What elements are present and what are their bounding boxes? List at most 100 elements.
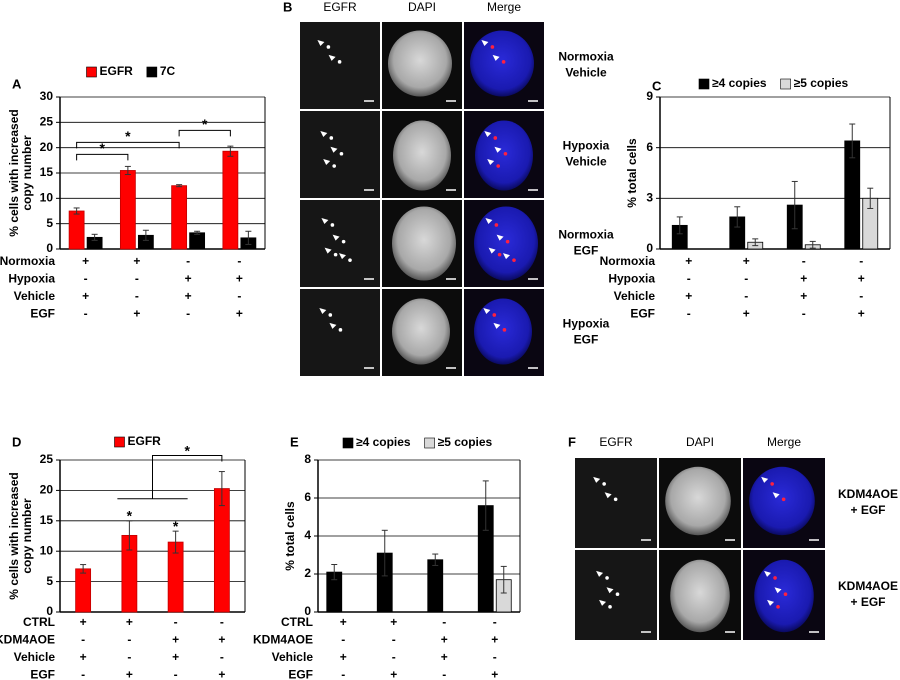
condition-sign: -: [392, 650, 396, 664]
signal-dot: [329, 136, 334, 140]
condition-label: Vehicle: [14, 650, 56, 664]
significance-bracket: *: [117, 442, 223, 500]
legend-label: EGFR: [100, 64, 134, 78]
signal-dot: [770, 482, 774, 486]
legend-swatch: [424, 437, 435, 449]
arrowhead: [596, 570, 604, 577]
error-bar: [482, 480, 489, 531]
arrowhead: [599, 599, 607, 606]
nucleus: [392, 206, 456, 281]
y-tick-label: 3: [646, 191, 653, 205]
arrowhead: [339, 253, 346, 260]
column-header: DAPI: [408, 0, 436, 14]
arrowhead: [496, 234, 504, 241]
condition-sign: -: [127, 633, 131, 647]
condition-sign: -: [493, 615, 497, 629]
row-label: Vehicle: [565, 155, 607, 169]
bar: [75, 568, 92, 613]
error-bar: [331, 564, 338, 581]
signal-dot: [615, 592, 620, 596]
error-bar: [91, 233, 98, 241]
error-bar: [126, 520, 133, 551]
error-bar: [245, 230, 252, 245]
error-bar: [791, 180, 798, 230]
image-bg: [300, 22, 380, 109]
condition-sign: +: [858, 307, 865, 321]
nucleus: [754, 559, 814, 633]
arrowhead: [483, 307, 491, 314]
signal-dot: [503, 151, 508, 156]
bracket-line: [178, 129, 231, 137]
nucleus: [474, 298, 532, 365]
condition-sign: -: [135, 289, 139, 303]
error-bar: [227, 145, 234, 157]
legend-swatch: [698, 78, 710, 90]
arrowhead: [767, 599, 775, 606]
bar: [171, 185, 188, 250]
condition-sign: -: [220, 615, 224, 629]
condition-sign: -: [237, 254, 241, 268]
micrograph: [382, 111, 462, 198]
bar: [222, 150, 239, 250]
signal-dot: [493, 136, 498, 140]
error-bar: [218, 471, 225, 507]
y-tick-label: 0: [46, 241, 53, 255]
condition-sign: +: [172, 633, 179, 647]
signal-dot: [608, 605, 612, 609]
bar: [427, 559, 444, 613]
condition-sign: -: [687, 307, 691, 321]
y-tick-label: 10: [40, 543, 54, 557]
error-bar: [194, 230, 201, 235]
micrograph: [464, 22, 544, 109]
y-tick-label: 6: [304, 490, 311, 504]
nucleus: [470, 30, 534, 97]
bracket-line: [76, 153, 129, 161]
micrograph: [464, 111, 544, 198]
annotation: *: [127, 508, 133, 524]
condition-sign: +: [491, 633, 498, 647]
row-label: Hypoxia: [563, 139, 610, 153]
y-tick-label: 30: [40, 89, 54, 103]
significance-label: *: [202, 116, 208, 132]
legend-label: ≥4 copies: [712, 76, 767, 90]
condition-sign: +: [80, 650, 87, 664]
error-bar: [752, 238, 759, 247]
signal-dot: [330, 223, 335, 227]
nucleus: [392, 298, 450, 365]
signal-dot: [328, 313, 333, 317]
legend-label: EGFR: [128, 434, 162, 448]
error-bar: [172, 530, 179, 554]
condition-label: EGF: [30, 668, 55, 680]
row-label: KDM4AOE: [838, 579, 898, 593]
micrograph: [300, 200, 380, 287]
condition-label: Hypoxia: [608, 272, 655, 286]
signal-dot: [613, 497, 618, 502]
annotation: *: [173, 518, 179, 534]
y-tick-label: 0: [304, 604, 311, 618]
condition-sign: +: [743, 254, 750, 268]
bar: [119, 170, 136, 250]
micrograph: [743, 550, 825, 640]
legend-label: ≥5 copies: [794, 76, 849, 90]
micrograph: [300, 22, 380, 109]
signal-dot: [338, 328, 343, 332]
error-bar: [176, 184, 183, 188]
condition-sign: +: [800, 289, 807, 303]
micrograph: [575, 550, 657, 640]
error-bar: [849, 123, 856, 159]
condition-sign: +: [172, 650, 179, 664]
condition-sign: +: [340, 615, 347, 629]
legend-swatch: [780, 78, 791, 90]
signal-dot: [339, 151, 344, 156]
legend-swatch: [342, 437, 354, 449]
signal-dot: [502, 328, 507, 332]
micrograph: [382, 200, 462, 287]
condition-sign: +: [390, 668, 397, 680]
condition-sign: -: [135, 272, 139, 286]
row-label: + EGF: [850, 595, 885, 609]
signal-dot: [602, 482, 606, 486]
condition-sign: -: [174, 668, 178, 680]
legend-label: ≥4 copies: [356, 435, 411, 449]
row-label: Hypoxia: [563, 317, 610, 331]
